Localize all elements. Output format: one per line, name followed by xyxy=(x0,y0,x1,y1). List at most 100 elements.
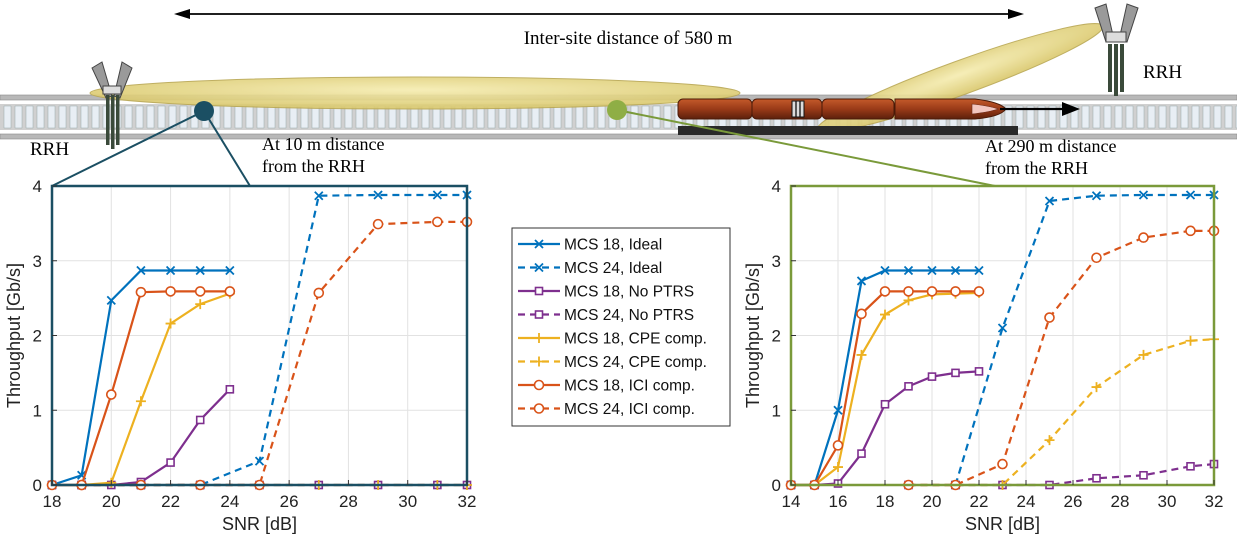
data-point xyxy=(880,265,890,276)
data-point xyxy=(1139,470,1148,480)
data-point xyxy=(432,216,443,228)
data-point xyxy=(880,399,890,409)
data-point xyxy=(1185,225,1196,237)
x-tick-label: 20 xyxy=(102,492,121,511)
data-point xyxy=(195,265,205,276)
data-point xyxy=(165,318,176,329)
legend-label: MCS 24, ICI comp. xyxy=(564,401,695,418)
data-point xyxy=(997,458,1008,470)
data-point xyxy=(950,286,961,297)
data-point xyxy=(106,295,116,306)
data-point xyxy=(903,265,914,276)
left-callout-line2: from the RRH xyxy=(262,156,365,176)
x-tick-label: 14 xyxy=(782,492,801,511)
legend-swatch-marker xyxy=(534,333,544,343)
legend-entry: MCS 24, Ideal xyxy=(518,260,662,277)
data-point xyxy=(1091,191,1102,201)
x-tick-label: 26 xyxy=(1064,492,1083,511)
chart-10m: 18 20 22 24 26 28 30 32 0 1 2 3 4 SNR [dB] Throughput … xyxy=(4,177,476,534)
legend-swatch-marker xyxy=(534,262,544,273)
data-point xyxy=(951,368,960,378)
y-tick-label: 1 xyxy=(33,401,42,420)
legend-swatch-marker xyxy=(533,403,545,414)
data-point xyxy=(1044,196,1055,206)
data-point xyxy=(927,372,937,381)
chart-290m: 14 16 18 20 22 24 26 28 30 32 0 1 2 3 4 SNR [dB] Through… xyxy=(743,177,1223,534)
legend-label: MCS 18, ICI comp. xyxy=(564,378,695,395)
legend-swatch-marker xyxy=(534,356,544,367)
distance-label: Inter-site distance of 580 m xyxy=(524,28,733,49)
data-point xyxy=(856,349,867,360)
legend-entry: MCS 24, No PTRS xyxy=(518,307,694,324)
data-point xyxy=(950,265,961,276)
legend-entry: MCS 24, ICI comp. xyxy=(518,401,695,418)
data-point xyxy=(973,286,985,297)
data-point xyxy=(1138,232,1149,243)
train xyxy=(677,98,1018,135)
right-position-marker xyxy=(607,100,627,120)
x-tick-label: 32 xyxy=(458,492,477,511)
data-point xyxy=(165,265,176,276)
data-point xyxy=(372,218,384,230)
left-callout-line1: At 10 m distance xyxy=(262,134,384,154)
left-beam xyxy=(89,76,741,110)
series-line xyxy=(908,229,1214,487)
data-point xyxy=(432,190,442,200)
legend-entry: MCS 18, Ideal xyxy=(518,237,662,254)
legend-swatch-marker xyxy=(533,379,545,391)
y-tick-label: 3 xyxy=(33,252,42,271)
data-point xyxy=(974,265,984,276)
rrh-right-label: RRH xyxy=(1143,62,1182,83)
legend-label: MCS 24, CPE comp. xyxy=(564,354,707,371)
y-tick-label: 2 xyxy=(772,327,781,346)
data-point xyxy=(903,286,914,297)
x-tick-label: 18 xyxy=(43,492,62,511)
data-point xyxy=(165,286,176,297)
data-point xyxy=(1186,462,1195,471)
legend-label: MCS 24, No PTRS xyxy=(564,307,694,324)
x-tick-label: 24 xyxy=(1017,492,1036,511)
data-point xyxy=(833,462,843,473)
legend-label: MCS 18, CPE comp. xyxy=(564,331,707,348)
legend-entry: MCS 18, CPE comp. xyxy=(518,331,707,348)
rrh-right-icon xyxy=(1094,3,1139,96)
rrh-left-label: RRH xyxy=(30,139,69,160)
data-point xyxy=(1185,335,1196,346)
distance-arrow-right-head xyxy=(1008,9,1024,19)
data-point xyxy=(373,190,383,200)
data-point xyxy=(1091,382,1102,393)
data-point xyxy=(857,449,866,458)
legend-swatch-marker xyxy=(534,310,544,319)
data-point xyxy=(1044,312,1055,323)
data-point xyxy=(856,308,867,320)
series-line xyxy=(81,220,467,487)
x-tick-label: 28 xyxy=(339,492,358,511)
legend: MCS 18, Ideal MCS 24, Ideal MCS 18, No PTR… xyxy=(511,227,731,427)
right-callout-line2: from the RRH xyxy=(985,158,1088,178)
data-point xyxy=(224,286,236,297)
distance-arrow-left-head xyxy=(174,9,190,19)
y-tick-label: 0 xyxy=(772,476,781,495)
legend-box xyxy=(511,227,731,427)
series-line xyxy=(81,193,467,487)
x-axis-label: SNR [dB] xyxy=(222,514,297,534)
right-callout-line1: At 290 m distance xyxy=(985,136,1116,156)
y-tick-label: 3 xyxy=(772,252,781,271)
data-point xyxy=(1185,190,1196,200)
data-point xyxy=(313,287,325,299)
y-tick-label: 4 xyxy=(33,177,42,196)
legend-entry: MCS 18, No PTRS xyxy=(518,284,694,301)
x-tick-label: 28 xyxy=(1111,492,1130,511)
data-point xyxy=(926,286,938,297)
data-point xyxy=(1092,473,1101,483)
y-tick-label: 4 xyxy=(772,177,781,196)
train-direction-arrow-head xyxy=(1062,102,1080,116)
data-point xyxy=(195,415,205,425)
x-tick-label: 22 xyxy=(161,492,180,511)
scene: Inter-site distance of 580 m xyxy=(0,3,1237,187)
data-point xyxy=(314,191,324,201)
data-point xyxy=(135,286,147,298)
left-callout-line-b xyxy=(51,110,205,187)
legend-entry: MCS 24, CPE comp. xyxy=(518,354,707,371)
data-point xyxy=(135,396,146,407)
